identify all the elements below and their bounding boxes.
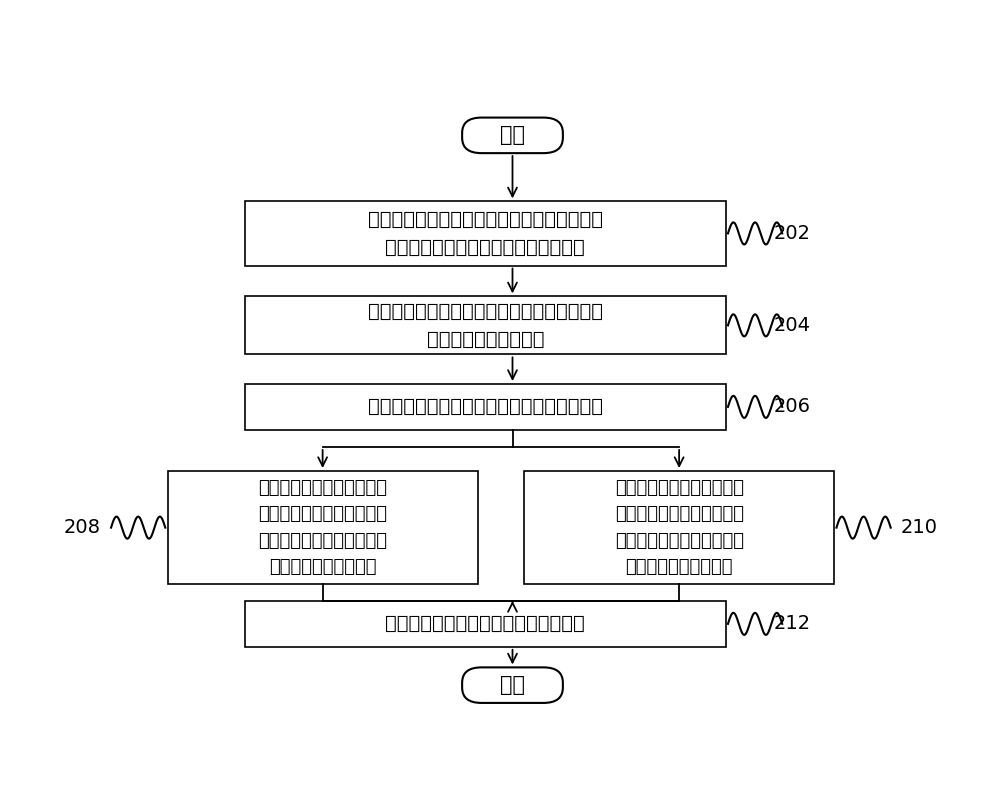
Text: 当检测到当前环境为白天或
者光照强度较强时，将显示
灯调节为第一亮度，从而使
显示屏的颜色呼现冷色: 当检测到当前环境为白天或 者光照强度较强时，将显示 灯调节为第一亮度，从而使 显… (258, 479, 387, 576)
Bar (245, 201, 726, 266)
FancyBboxPatch shape (462, 118, 563, 153)
Bar (168, 471, 478, 584)
Text: 208: 208 (64, 518, 101, 537)
Text: 204: 204 (774, 316, 811, 335)
Text: 结束: 结束 (500, 675, 525, 695)
Text: 当检测到当前环境为夜晒或
者光照强度较弱时，将显示
灯调节为第二亮度，从而使
显示屏的颜色呼现暖色: 当检测到当前环境为夜晒或 者光照强度较弱时，将显示 灯调节为第二亮度，从而使 显… (615, 479, 744, 576)
Text: 202: 202 (774, 224, 811, 243)
Bar (245, 601, 726, 647)
Text: 通过光敏管检测当前环境的光照强度，随着光
照强度的变化，显示屏的颜色发生变化: 通过光敏管检测当前环境的光照强度，随着光 照强度的变化，显示屏的颜色发生变化 (368, 210, 603, 257)
Text: 开始: 开始 (500, 125, 525, 146)
Text: 210: 210 (901, 518, 938, 537)
FancyBboxPatch shape (462, 667, 563, 703)
Bar (245, 296, 726, 354)
Text: 206: 206 (774, 397, 811, 416)
Text: 通过光敏管接收光照强度，将光照强度转换为
电信号，输出给控制器: 通过光敏管接收光照强度，将光照强度转换为 电信号，输出给控制器 (368, 302, 603, 349)
Text: 212: 212 (774, 615, 811, 634)
Text: 自动调节显示灯的亮度以匹配光照强度: 自动调节显示灯的亮度以匹配光照强度 (386, 615, 585, 634)
Bar (524, 471, 834, 584)
Text: 根据光照强度，通过控制器控制显示灯的亮度: 根据光照强度，通过控制器控制显示灯的亮度 (368, 397, 603, 416)
Bar (245, 384, 726, 430)
